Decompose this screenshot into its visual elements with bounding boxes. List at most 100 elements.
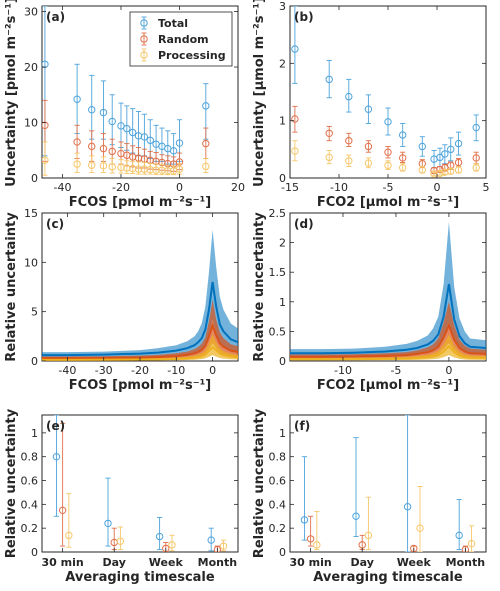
panel-label: (c) xyxy=(46,217,64,231)
point-random xyxy=(454,158,463,167)
x-axis-label: FCO2 [μmol m⁻²s⁻¹] xyxy=(317,195,459,210)
x-tick-label: Week xyxy=(397,556,432,569)
y-tick-label: 0.6 xyxy=(269,475,287,488)
legend-marker xyxy=(140,16,148,30)
panel-e: 0 0.2 0.4 0.6 0.8 1 30 min Day Week MonthAveragin… xyxy=(4,408,239,585)
point-processing xyxy=(146,165,154,174)
panel-b: 0 1 2 3 -15 -10 -5 0 5 FCO2 [μmol m⁻²s⁻¹] Uncertai… xyxy=(252,0,490,210)
y-tick-label: 0 xyxy=(31,546,38,559)
panel-label: (e) xyxy=(46,419,65,433)
point-processing xyxy=(384,161,392,170)
point-processing xyxy=(291,147,299,155)
x-tick-label: Day xyxy=(351,556,374,569)
point-processing xyxy=(99,162,108,170)
line-random xyxy=(290,322,486,358)
x-tick-label: -5 xyxy=(390,364,401,377)
y-tick-label: 0.5 xyxy=(269,325,287,338)
y-tick-label: 0.8 xyxy=(269,451,287,464)
error-bar-processing xyxy=(417,486,423,552)
point-total xyxy=(140,133,149,141)
plot-frame xyxy=(289,414,487,553)
band-processing xyxy=(290,334,486,361)
point-random xyxy=(399,154,407,162)
y-tick-label: 0.2 xyxy=(269,522,287,535)
error-bar-total xyxy=(53,415,60,517)
point-total xyxy=(146,136,154,144)
y-tick-label: 0.8 xyxy=(21,451,39,464)
legend-entry-total: Total xyxy=(158,17,188,30)
point-total xyxy=(384,118,392,126)
legend-entry-random: Random xyxy=(158,33,209,46)
plot-frame xyxy=(41,414,239,553)
plot-area xyxy=(52,415,228,552)
point-random xyxy=(461,545,470,552)
y-tick-label: 0 xyxy=(279,172,286,185)
point-total xyxy=(117,122,125,130)
point-total xyxy=(291,45,299,53)
point-total xyxy=(42,60,49,68)
x-tick-label: -10 xyxy=(330,181,348,194)
y-axis-label: Relative uncertainty xyxy=(4,408,19,558)
point-processing xyxy=(175,165,184,173)
panel-a: 0 10 20 30 -40 -20 0 20 FCOS [pmol m⁻²s⁻¹] Uncert… xyxy=(4,0,245,210)
point-random xyxy=(384,148,392,156)
point-total xyxy=(345,92,353,101)
error-bar-random xyxy=(308,515,314,547)
point-random xyxy=(472,154,480,162)
line-processing xyxy=(290,344,486,361)
legend-marker xyxy=(140,48,148,62)
point-total xyxy=(447,145,455,154)
point-total xyxy=(99,108,108,117)
y-tick-label: 0 xyxy=(31,355,38,368)
error-bar-processing xyxy=(346,154,352,167)
point-processing xyxy=(399,163,407,172)
x-tick-label: Month xyxy=(446,556,485,569)
point-total xyxy=(88,106,96,114)
plot-area xyxy=(42,229,238,361)
y-tick-label: 20 xyxy=(24,61,38,74)
error-bar-processing xyxy=(74,152,80,173)
point-total xyxy=(436,153,444,162)
y-tick-label: 3 xyxy=(279,0,286,13)
y-tick-label: 1 xyxy=(279,115,286,128)
x-axis-label: Averaging timescale xyxy=(313,570,463,585)
y-tick-label: 1 xyxy=(279,427,286,440)
point-processing xyxy=(116,537,125,545)
line-random xyxy=(42,322,238,360)
x-tick-label: 5 xyxy=(483,181,490,194)
point-total xyxy=(207,536,215,544)
point-processing xyxy=(202,162,210,171)
error-bar-processing xyxy=(314,511,320,551)
error-bar-random xyxy=(365,140,371,153)
point-random xyxy=(364,142,373,151)
point-processing xyxy=(364,159,373,167)
point-total xyxy=(175,139,184,147)
panel-label: (b) xyxy=(294,10,314,24)
x-axis-label: Averaging timescale xyxy=(65,570,215,585)
error-bar-random xyxy=(385,146,391,159)
y-tick-label: 0.4 xyxy=(269,498,287,511)
line-processing xyxy=(42,345,238,361)
point-processing xyxy=(65,531,73,540)
point-processing xyxy=(345,157,353,165)
x-tick-label: 20 xyxy=(231,181,245,194)
point-random xyxy=(99,144,108,153)
point-processing xyxy=(447,167,455,175)
point-total xyxy=(472,123,480,132)
point-random xyxy=(42,121,49,129)
error-bar-total xyxy=(326,60,332,99)
x-tick-label: Month xyxy=(198,556,237,569)
error-bar-random xyxy=(292,105,298,133)
point-total xyxy=(325,75,333,84)
point-total xyxy=(155,532,164,541)
point-processing xyxy=(325,153,333,162)
x-tick-label: 30 min xyxy=(42,556,84,569)
y-tick-label: 15 xyxy=(24,207,38,220)
x-tick-label: 0 xyxy=(176,181,183,194)
y-tick-label: 2 xyxy=(279,237,286,250)
point-total xyxy=(441,150,449,158)
point-processing xyxy=(436,169,444,178)
error-bar-total xyxy=(346,78,352,113)
point-total xyxy=(403,503,412,511)
